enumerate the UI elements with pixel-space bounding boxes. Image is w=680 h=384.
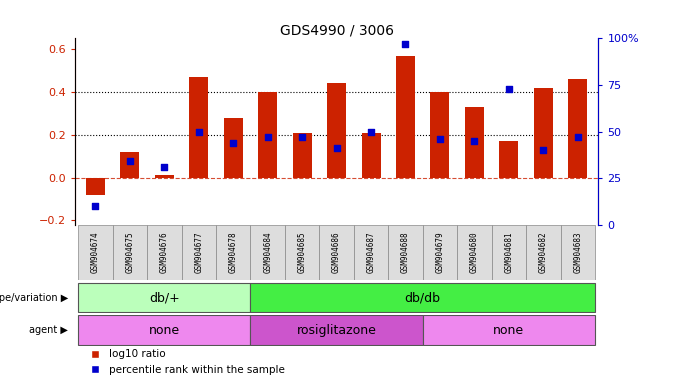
Text: GSM904680: GSM904680 [470, 232, 479, 273]
Text: GSM904682: GSM904682 [539, 232, 548, 273]
Point [331, 145, 342, 151]
Text: GSM904676: GSM904676 [160, 232, 169, 273]
Text: agent ▶: agent ▶ [29, 325, 68, 335]
Bar [354, 225, 388, 280]
Text: genotype/variation ▶: genotype/variation ▶ [0, 293, 68, 303]
Point [469, 138, 480, 144]
Bar [285, 225, 320, 280]
Text: GSM904677: GSM904677 [194, 232, 203, 273]
Bar [465, 107, 484, 177]
Point [193, 128, 204, 135]
Point [366, 128, 377, 135]
Point [296, 134, 307, 140]
Bar [155, 175, 174, 177]
Text: GSM904686: GSM904686 [332, 232, 341, 273]
Bar [78, 316, 250, 345]
Text: GSM904688: GSM904688 [401, 232, 410, 273]
Text: db/db: db/db [405, 291, 441, 304]
Bar [292, 132, 311, 177]
Legend: log10 ratio, percentile rank within the sample: log10 ratio, percentile rank within the … [80, 345, 289, 379]
Bar [250, 316, 423, 345]
Text: GSM904675: GSM904675 [125, 232, 135, 273]
Text: GSM904687: GSM904687 [367, 232, 375, 273]
Bar [362, 132, 381, 177]
Point [228, 140, 239, 146]
Bar [147, 225, 182, 280]
Bar [250, 225, 285, 280]
Bar [258, 92, 277, 177]
Bar [182, 225, 216, 280]
Bar [224, 118, 243, 177]
Bar [78, 225, 113, 280]
Bar [499, 141, 518, 177]
Bar [430, 92, 449, 177]
Text: GSM904674: GSM904674 [91, 232, 100, 273]
Bar [423, 316, 595, 345]
Bar [526, 225, 560, 280]
Text: none: none [493, 324, 524, 337]
Text: GSM904685: GSM904685 [298, 232, 307, 273]
Point [573, 134, 583, 140]
Bar [423, 225, 457, 280]
Point [503, 86, 514, 92]
Bar [388, 225, 423, 280]
Bar [568, 79, 588, 177]
Bar [189, 77, 208, 177]
Text: rosiglitazone: rosiglitazone [296, 324, 377, 337]
Text: GSM904684: GSM904684 [263, 232, 272, 273]
Title: GDS4990 / 3006: GDS4990 / 3006 [279, 23, 394, 37]
Text: GSM904681: GSM904681 [505, 232, 513, 273]
Point [124, 158, 135, 164]
Point [159, 164, 170, 170]
Point [538, 147, 549, 153]
Bar [457, 225, 492, 280]
Bar [320, 225, 354, 280]
Bar [396, 56, 415, 177]
Text: GSM904683: GSM904683 [573, 232, 582, 273]
Bar [120, 152, 139, 177]
Point [400, 41, 411, 47]
Point [262, 134, 273, 140]
Text: GSM904679: GSM904679 [435, 232, 445, 273]
Bar [327, 83, 346, 177]
Bar [78, 283, 250, 312]
Bar [86, 177, 105, 195]
Bar [113, 225, 147, 280]
Bar [534, 88, 553, 177]
Bar [560, 225, 595, 280]
Text: db/+: db/+ [149, 291, 180, 304]
Bar [216, 225, 250, 280]
Bar [250, 283, 595, 312]
Bar [492, 225, 526, 280]
Point [90, 203, 101, 209]
Text: GSM904678: GSM904678 [228, 232, 238, 273]
Point [435, 136, 445, 142]
Text: none: none [149, 324, 180, 337]
